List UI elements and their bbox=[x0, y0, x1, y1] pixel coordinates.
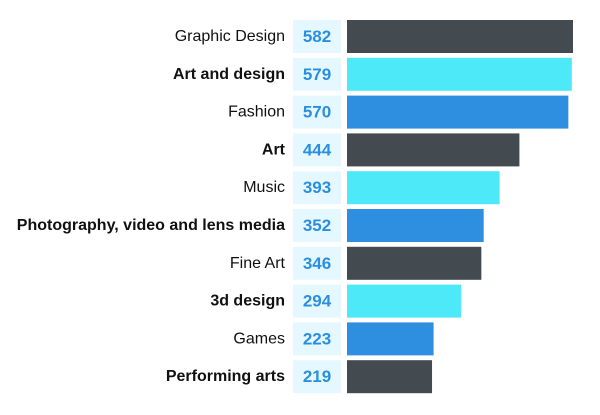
value-boxes: 582 579 570 444 393 352 346 294 223 219 bbox=[293, 20, 341, 394]
category-label: Photography, video and lens media bbox=[17, 217, 285, 234]
bar bbox=[347, 209, 484, 242]
value-label: 294 bbox=[303, 292, 332, 311]
bar bbox=[347, 171, 500, 205]
value-box bbox=[293, 246, 341, 280]
value-label: 223 bbox=[303, 329, 331, 348]
value-box bbox=[293, 209, 341, 242]
category-label: Performing arts bbox=[166, 368, 285, 385]
category-label: Music bbox=[243, 179, 285, 196]
value-label: 444 bbox=[303, 140, 332, 159]
bar bbox=[347, 20, 573, 53]
category-label: Art and design bbox=[173, 66, 285, 83]
bar bbox=[347, 322, 434, 356]
value-box bbox=[293, 20, 341, 53]
value-box bbox=[293, 95, 341, 129]
value-box bbox=[293, 133, 341, 167]
category-labels: Graphic Design Art and design Fashion Art Mu… bbox=[17, 28, 286, 385]
value-label: 352 bbox=[303, 216, 331, 235]
value-label: 346 bbox=[303, 254, 331, 273]
value-label: 582 bbox=[303, 27, 331, 46]
bars bbox=[347, 20, 573, 394]
category-label: Fashion bbox=[228, 104, 285, 121]
value-box bbox=[293, 284, 341, 318]
category-label: Games bbox=[233, 330, 285, 347]
category-label: 3d design bbox=[210, 293, 285, 310]
bar bbox=[347, 133, 520, 167]
category-label: Art bbox=[262, 141, 286, 158]
value-label: 219 bbox=[303, 367, 331, 386]
bar bbox=[347, 246, 482, 280]
bar bbox=[347, 95, 569, 129]
value-box bbox=[293, 57, 341, 91]
bar bbox=[347, 360, 433, 394]
value-label: 393 bbox=[303, 178, 331, 197]
category-label: Fine Art bbox=[230, 255, 286, 272]
value-box bbox=[293, 360, 341, 394]
value-label: 579 bbox=[303, 65, 331, 84]
bar bbox=[347, 284, 462, 318]
value-box bbox=[293, 322, 341, 356]
bar bbox=[347, 57, 572, 91]
value-label: 570 bbox=[303, 103, 331, 122]
category-label: Graphic Design bbox=[175, 28, 285, 45]
value-box bbox=[293, 171, 341, 205]
